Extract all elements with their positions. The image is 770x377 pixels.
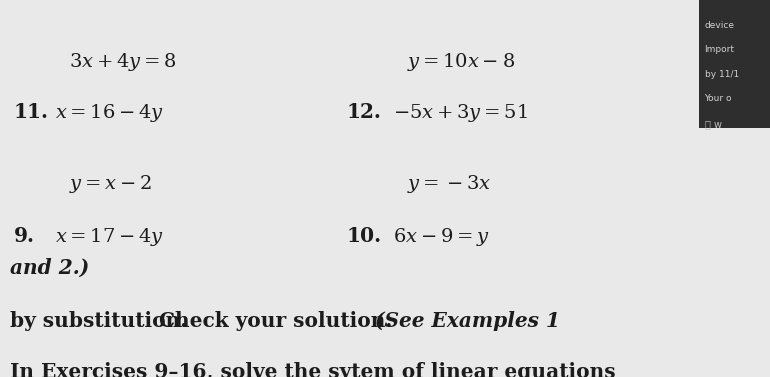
Text: $6x − 9 = y$: $6x − 9 = y$	[393, 226, 489, 248]
Text: $y = 10x − 8$: $y = 10x − 8$	[407, 51, 514, 73]
Text: 9.: 9.	[14, 226, 35, 246]
Text: $x = 17 − 4y$: $x = 17 − 4y$	[55, 226, 164, 248]
Text: Import: Import	[705, 45, 735, 54]
Text: $y = −3x$: $y = −3x$	[407, 173, 491, 195]
Text: by 11/1: by 11/1	[705, 70, 738, 79]
Text: $x = 16 − 4y$: $x = 16 − 4y$	[55, 102, 164, 124]
Text: device: device	[705, 21, 735, 30]
Text: $3x + 4y = 8$: $3x + 4y = 8$	[69, 51, 176, 73]
Text: Check your solution.: Check your solution.	[159, 311, 393, 331]
Text: $−5x + 3y = 51$: $−5x + 3y = 51$	[393, 102, 527, 124]
FancyBboxPatch shape	[699, 0, 770, 128]
Text: Your o: Your o	[705, 94, 732, 103]
Text: (See Examples 1: (See Examples 1	[368, 311, 560, 331]
Text: In Exercises 9–16, solve the sytem of linear equations: In Exercises 9–16, solve the sytem of li…	[10, 362, 616, 377]
Text: and 2.): and 2.)	[10, 258, 89, 278]
Text: $y = x − 2$: $y = x − 2$	[69, 173, 152, 195]
Text: 10.: 10.	[346, 226, 382, 246]
Text: 11.: 11.	[14, 102, 49, 122]
Text: 12.: 12.	[346, 102, 381, 122]
Text: ⦾ w: ⦾ w	[705, 119, 721, 129]
Text: by substitution.: by substitution.	[10, 311, 194, 331]
